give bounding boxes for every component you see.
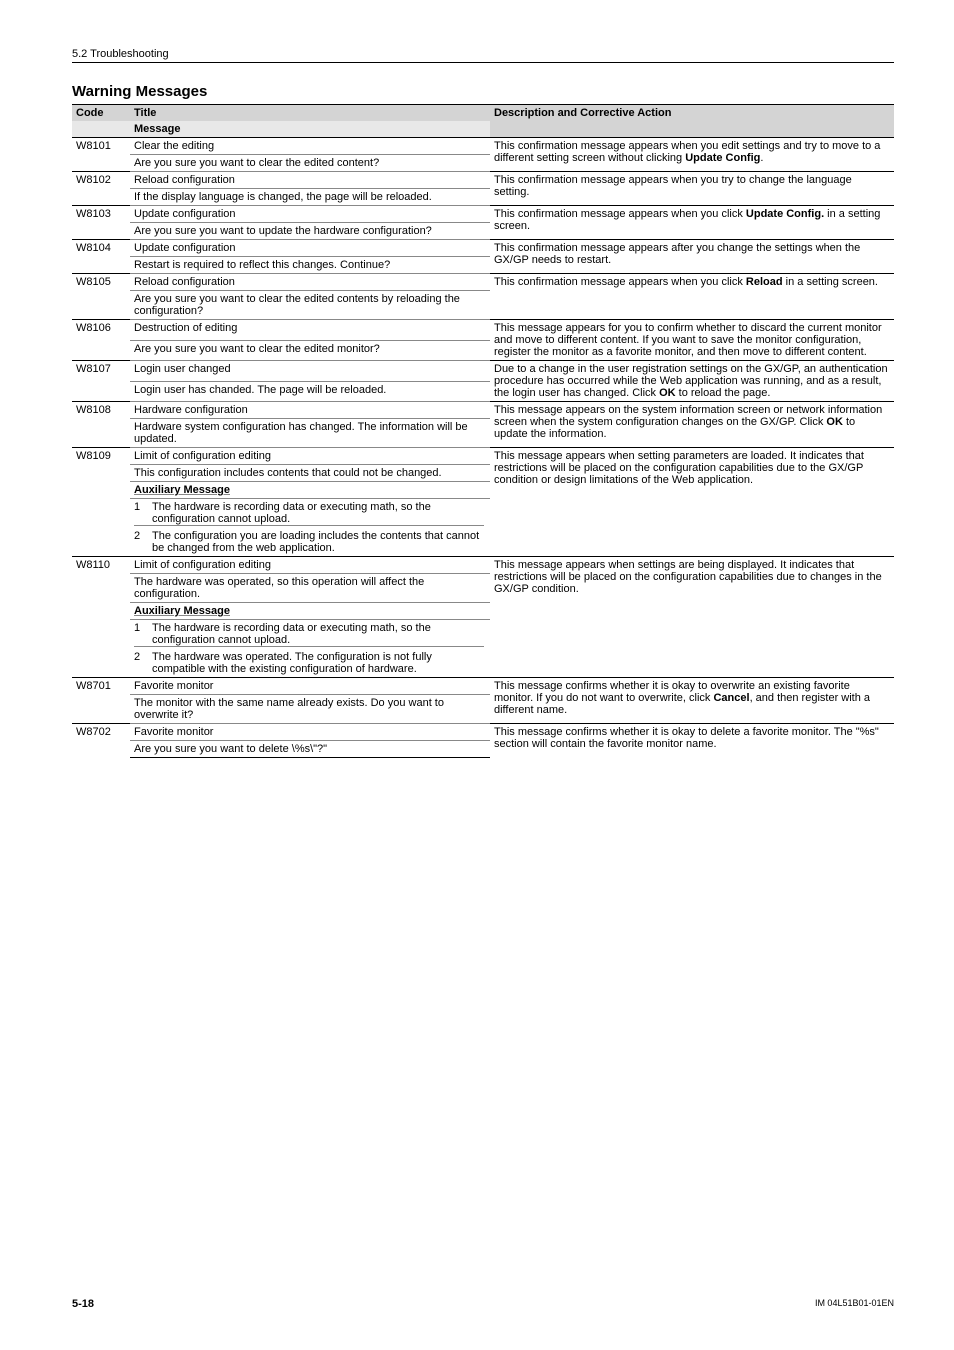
table-row: W8110 Limit of configuration editing Thi… (72, 557, 894, 574)
table-row: W8701 Favorite monitor This message conf… (72, 678, 894, 695)
table-row: W8106 Destruction of editing This messag… (72, 320, 894, 341)
code-cell: W8701 (72, 678, 130, 724)
msg-cell: Are you sure you want to delete \%s\"?" (130, 741, 490, 758)
desc-cell: This confirmation message appears when y… (490, 274, 894, 320)
aux-item: 2The hardware was operated. The configur… (130, 649, 490, 678)
page-number: 5-18 (72, 1298, 94, 1310)
code-cell: W8107 (72, 361, 130, 402)
table-row: W8702 Favorite monitor This message conf… (72, 724, 894, 741)
aux-item: 2The configuration you are loading inclu… (130, 528, 490, 557)
col-desc: Description and Corrective Action (490, 105, 894, 138)
desc-cell: This confirmation message appears when y… (490, 172, 894, 206)
msg-cell: Login user has chanded. The page will be… (130, 381, 490, 402)
desc-cell: This message appears on the system infor… (490, 402, 894, 448)
code-cell: W8110 (72, 557, 130, 678)
table-row: W8104 Update configuration This confirma… (72, 240, 894, 257)
aux-heading: Auxiliary Message (130, 482, 490, 499)
table-row: W8107 Login user changed Due to a change… (72, 361, 894, 382)
desc-cell: This message appears when settings are b… (490, 557, 894, 678)
code-cell: W8101 (72, 138, 130, 172)
msg-cell: Are you sure you want to update the hard… (130, 223, 490, 240)
desc-cell: This confirmation message appears when y… (490, 206, 894, 240)
code-cell: W8109 (72, 448, 130, 557)
section-header: 5.2 Troubleshooting (72, 48, 894, 63)
msg-cell: Restart is required to reflect this chan… (130, 257, 490, 274)
aux-item: 1The hardware is recording data or execu… (130, 499, 490, 529)
title-cell: Update configuration (130, 206, 490, 223)
title-cell: Favorite monitor (130, 678, 490, 695)
code-cell: W8106 (72, 320, 130, 361)
msg-cell: Are you sure you want to clear the edite… (130, 340, 490, 361)
desc-cell: This message confirms whether it is okay… (490, 678, 894, 724)
col-title: Title (130, 105, 490, 122)
msg-cell: Are you sure you want to clear the edite… (130, 291, 490, 320)
desc-cell: This confirmation message appears when y… (490, 138, 894, 172)
warning-table: Code Title Description and Corrective Ac… (72, 104, 894, 758)
title-cell: Destruction of editing (130, 320, 490, 341)
table-row: W8103 Update configuration This confirma… (72, 206, 894, 223)
table-row: W8101 Clear the editing This confirmatio… (72, 138, 894, 155)
msg-cell: Hardware system configuration has change… (130, 419, 490, 448)
title-cell: Update configuration (130, 240, 490, 257)
code-cell: W8103 (72, 206, 130, 240)
title-cell: Limit of configuration editing (130, 448, 490, 465)
desc-cell: Due to a change in the user registration… (490, 361, 894, 402)
desc-cell: This confirmation message appears after … (490, 240, 894, 274)
msg-cell: The hardware was operated, so this opera… (130, 574, 490, 603)
msg-cell: This configuration includes contents tha… (130, 465, 490, 482)
title-cell: Login user changed (130, 361, 490, 382)
code-cell: W8105 (72, 274, 130, 320)
page-title: Warning Messages (72, 83, 894, 100)
table-row: W8109 Limit of configuration editing Thi… (72, 448, 894, 465)
title-cell: Limit of configuration editing (130, 557, 490, 574)
aux-item: 1The hardware is recording data or execu… (130, 620, 490, 650)
col-code: Code (72, 105, 130, 122)
msg-cell: Are you sure you want to clear the edite… (130, 155, 490, 172)
desc-cell: This message confirms whether it is okay… (490, 724, 894, 758)
title-cell: Clear the editing (130, 138, 490, 155)
aux-heading: Auxiliary Message (130, 603, 490, 620)
code-cell: W8104 (72, 240, 130, 274)
code-cell: W8102 (72, 172, 130, 206)
code-cell: W8702 (72, 724, 130, 758)
code-cell: W8108 (72, 402, 130, 448)
table-row: W8105 Reload configuration This confirma… (72, 274, 894, 291)
table-row: W8108 Hardware configuration This messag… (72, 402, 894, 419)
table-row: W8102 Reload configuration This confirma… (72, 172, 894, 189)
doc-number: IM 04L51B01-01EN (815, 1298, 894, 1310)
desc-cell: This message appears for you to confirm … (490, 320, 894, 361)
title-cell: Reload configuration (130, 172, 490, 189)
desc-cell: This message appears when setting parame… (490, 448, 894, 557)
page-footer: 5-18 IM 04L51B01-01EN (72, 1298, 894, 1310)
title-cell: Favorite monitor (130, 724, 490, 741)
title-cell: Reload configuration (130, 274, 490, 291)
title-cell: Hardware configuration (130, 402, 490, 419)
col-message: Message (130, 121, 490, 138)
msg-cell: If the display language is changed, the … (130, 189, 490, 206)
msg-cell: The monitor with the same name already e… (130, 695, 490, 724)
